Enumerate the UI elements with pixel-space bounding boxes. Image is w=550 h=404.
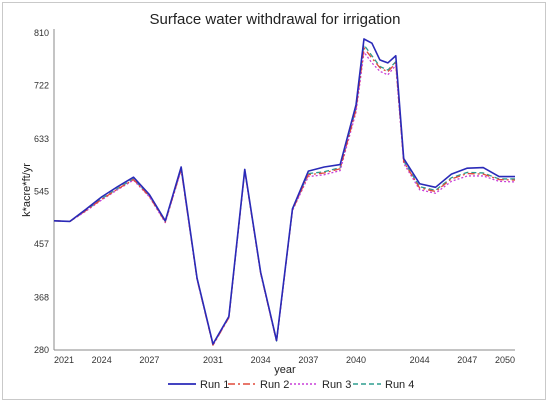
chart-frame [2,2,546,400]
x-tick-label: 2024 [92,355,112,365]
y-tick-label: 722 [34,81,49,91]
x-tick-label: 2047 [457,355,477,365]
y-tick-label: 633 [34,134,49,144]
legend-label-run-2: Run 2 [260,379,289,391]
x-axis-label: year [274,364,296,376]
series-line-run-1 [53,38,515,345]
legend-label-run-3: Run 3 [322,379,351,391]
y-tick-label: 545 [34,187,49,197]
x-tick-label: 2031 [203,355,223,365]
y-tick-label: 810 [34,28,49,38]
legend: Run 1 Run 2 Run 3 Run 4 [168,379,414,391]
legend-label-run-4: Run 4 [385,379,414,391]
x-tick-label: 2040 [346,355,366,365]
y-tick-label: 457 [34,239,49,249]
x-tick-label: 2027 [139,355,159,365]
legend-label-run-1: Run 1 [200,379,229,391]
plot-area: 280 368 457 545 633 722 810 2021 2024 2027 2031 203… [34,28,516,365]
x-tick-label: 2034 [251,355,271,365]
chart-title: Surface water withdrawal for irrigation [150,11,401,28]
series-line-run-3 [53,51,516,346]
series-line-run-2 [53,47,516,346]
y-axis-label: k*acre*ft/yr [21,163,33,217]
y-tick-label: 280 [34,345,49,355]
x-tick-label: 2044 [410,355,430,365]
x-tick-label: 2050 [495,355,515,365]
y-tick-label: 368 [34,292,49,302]
series-line-run-4 [53,44,515,346]
x-tick-label: 2021 [54,355,74,365]
x-tick-label: 2037 [298,355,318,365]
